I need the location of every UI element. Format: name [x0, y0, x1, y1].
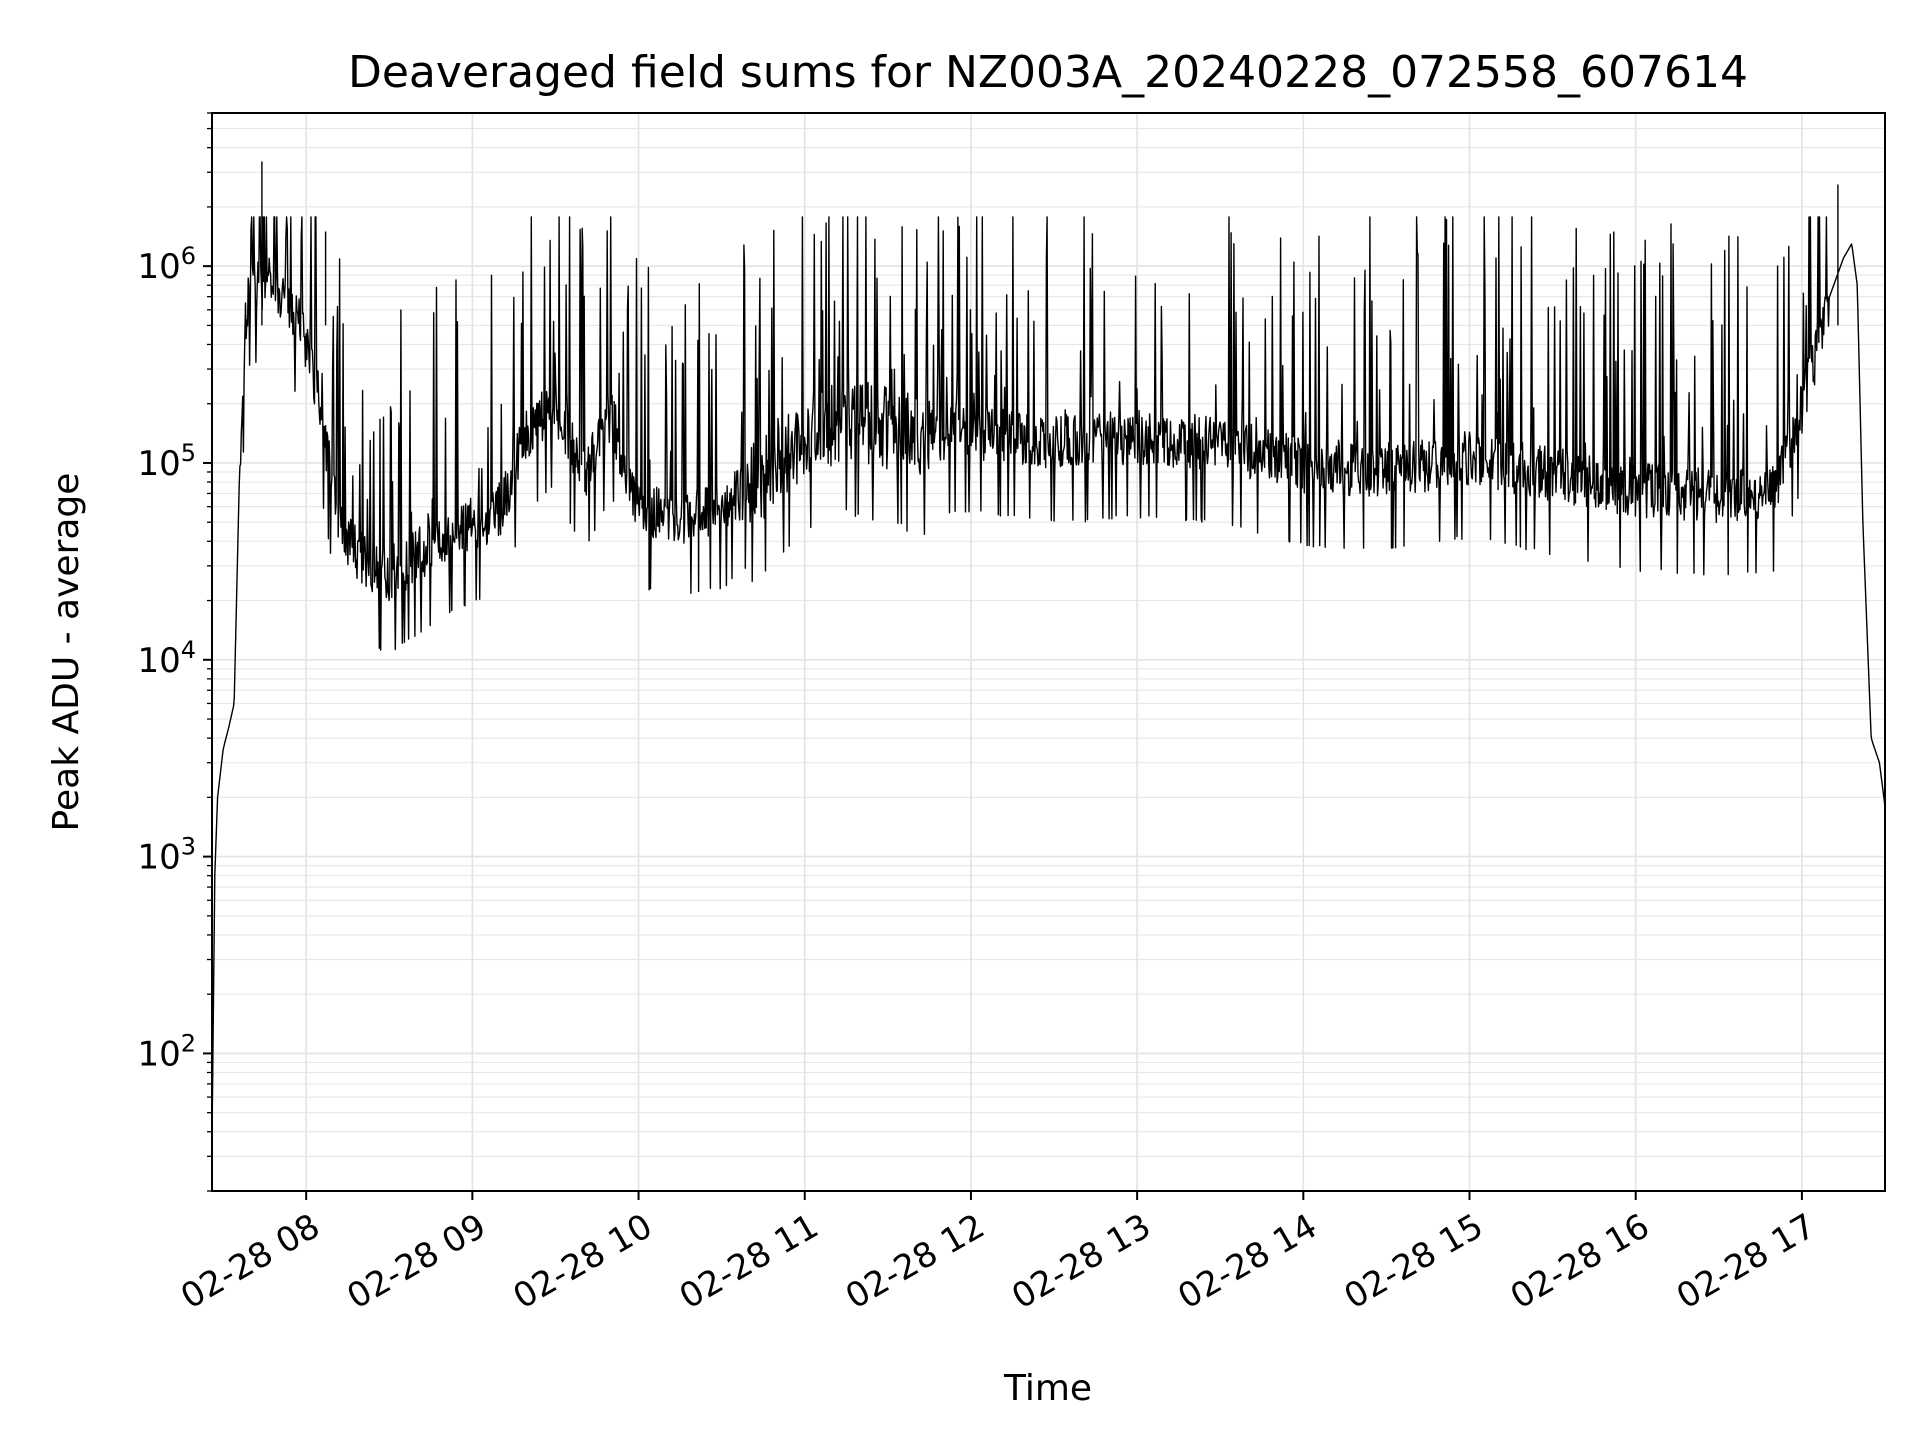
x-tick-label: 02-28 12 — [839, 1206, 991, 1317]
x-tick-label: 02-28 09 — [340, 1206, 492, 1317]
x-axis-label: Time — [1003, 1368, 1092, 1409]
y-axis-label: Peak ADU - average — [46, 473, 87, 832]
y-axis: 102 103 104 105 106 — [137, 112, 212, 1192]
y-tick-label: 104 — [137, 636, 196, 681]
x-tick-label: 02-28 10 — [507, 1206, 659, 1317]
y-tick-label: 105 — [137, 439, 196, 484]
y-tick-label: 106 — [137, 242, 196, 287]
x-tick-label: 02-28 16 — [1504, 1206, 1656, 1317]
x-tick-label: 02-28 13 — [1005, 1206, 1157, 1317]
series-line — [211, 161, 1886, 1144]
x-tick-label: 02-28 15 — [1338, 1206, 1490, 1317]
x-tick-label: 02-28 17 — [1670, 1206, 1822, 1317]
plot-frame — [211, 112, 1886, 1192]
y-tick-label: 102 — [137, 1029, 196, 1074]
x-tick-label: 02-28 11 — [673, 1206, 825, 1317]
x-axis: 02-28 08 02-28 09 02-28 10 02-28 11 02-28 12… — [174, 1191, 1822, 1317]
chart-title: Deaveraged field sums for NZ003A_2024022… — [348, 47, 1748, 98]
x-tick-label: 02-28 08 — [174, 1206, 326, 1317]
y-tick-label: 103 — [137, 833, 196, 878]
x-tick-label: 02-28 14 — [1171, 1206, 1323, 1317]
